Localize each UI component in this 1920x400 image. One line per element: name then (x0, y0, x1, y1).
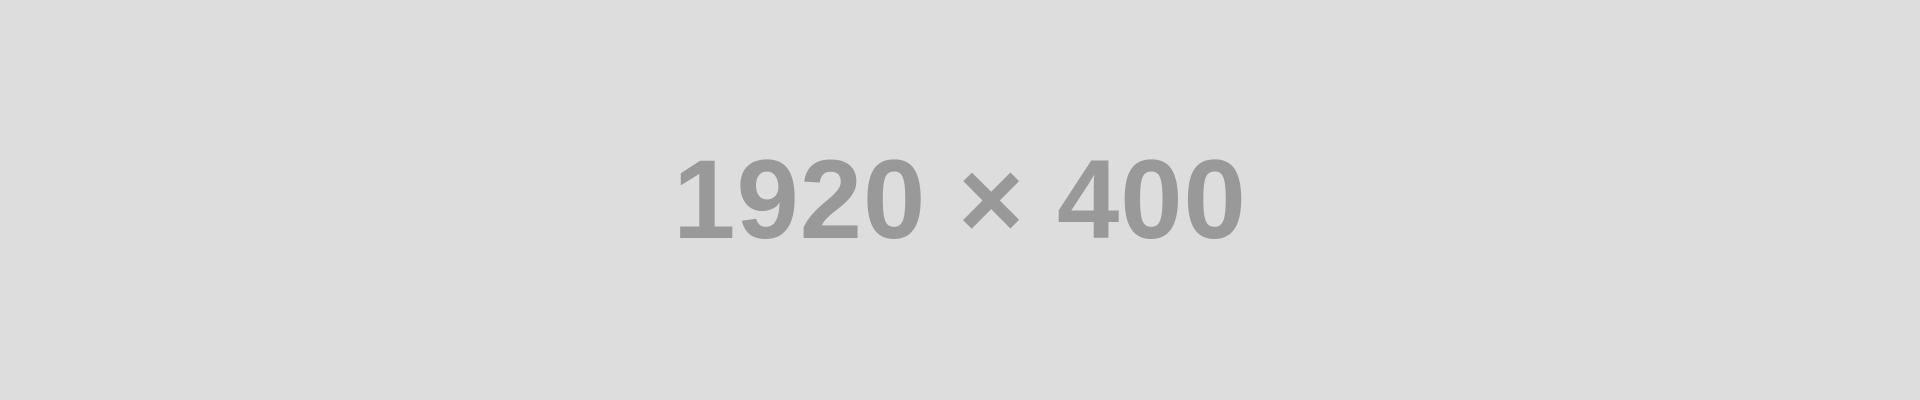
dimensions-label: 1920 × 400 (673, 137, 1247, 262)
